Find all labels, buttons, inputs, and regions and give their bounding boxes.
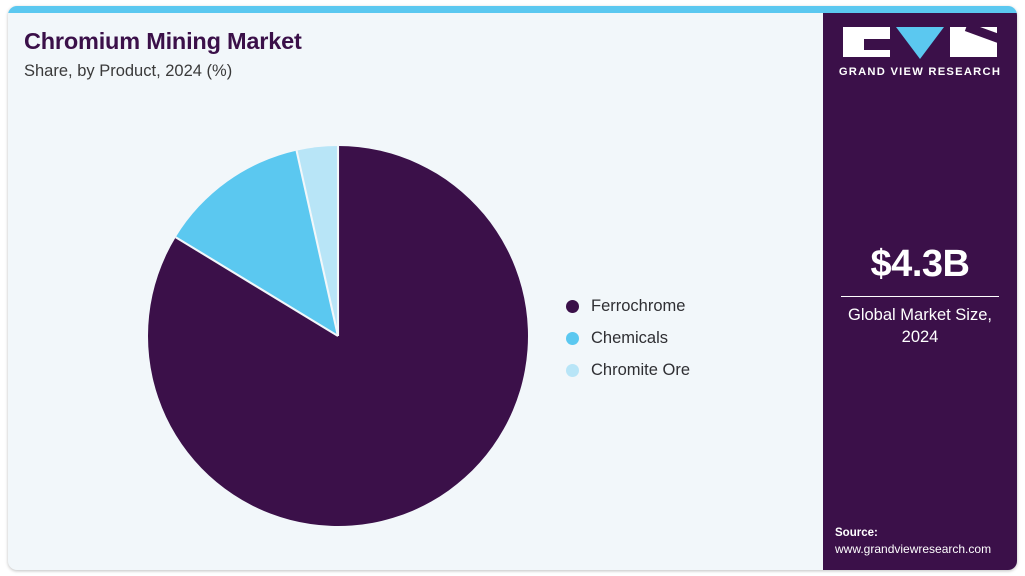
brand-wordmark: GRAND VIEW RESEARCH [838, 66, 1002, 78]
legend-item-chromite-ore[interactable]: Chromite Ore [566, 354, 796, 386]
page-title: Chromium Mining Market [24, 28, 302, 54]
side-panel: GRAND VIEW RESEARCH $4.3B Global Market … [823, 13, 1017, 570]
legend-item-label: Chemicals [591, 328, 669, 347]
legend-item-chemicals[interactable]: Chemicals [566, 322, 796, 354]
legend-item-label: Chromite Ore [591, 360, 691, 379]
top-accent-bar [8, 6, 1017, 13]
pie-slices-group [148, 146, 528, 526]
chart-card: Chromium Mining Market Share, by Product… [8, 6, 1017, 570]
legend-swatch-icon [566, 363, 579, 377]
gvr-logo-r-icon [950, 27, 997, 57]
pie-slice[interactable] [175, 150, 338, 336]
legend-swatch-icon [566, 299, 579, 313]
pie-slice-separator [175, 236, 339, 337]
legend-item-label: Ferrochrome [591, 296, 686, 315]
chart-header: Chromium Mining Market Share, by Product… [24, 28, 744, 82]
stat-caption: Global Market Size, 2024 [848, 306, 992, 346]
chart-legend: Ferrochrome Chemicals Chromite Ore [566, 290, 796, 386]
pie-chart [148, 146, 528, 526]
pie-chart-svg [148, 146, 528, 526]
chart-subtitle: Share, by Product, 2024 (%) [24, 62, 233, 81]
source-url[interactable]: www.grandviewresearch.com [835, 542, 992, 557]
stat-value: $4.3B [870, 243, 970, 285]
market-size-stat: $4.3B Global Market Size, 2024 [823, 243, 1017, 348]
brand-logo: GRAND VIEW RESEARCH [823, 27, 1017, 78]
legend-swatch-icon [566, 331, 579, 345]
legend-item-ferrochrome[interactable]: Ferrochrome [566, 290, 796, 322]
gvr-logo-g-icon [843, 27, 890, 57]
source-label: Source: [835, 526, 878, 539]
gvr-logo-v-triangle-icon [896, 27, 944, 59]
logo-marks [823, 27, 1017, 59]
stat-divider [841, 295, 999, 298]
pie-slice-separator [295, 150, 340, 337]
source-block: Source: www.grandviewresearch.com [835, 525, 1017, 558]
